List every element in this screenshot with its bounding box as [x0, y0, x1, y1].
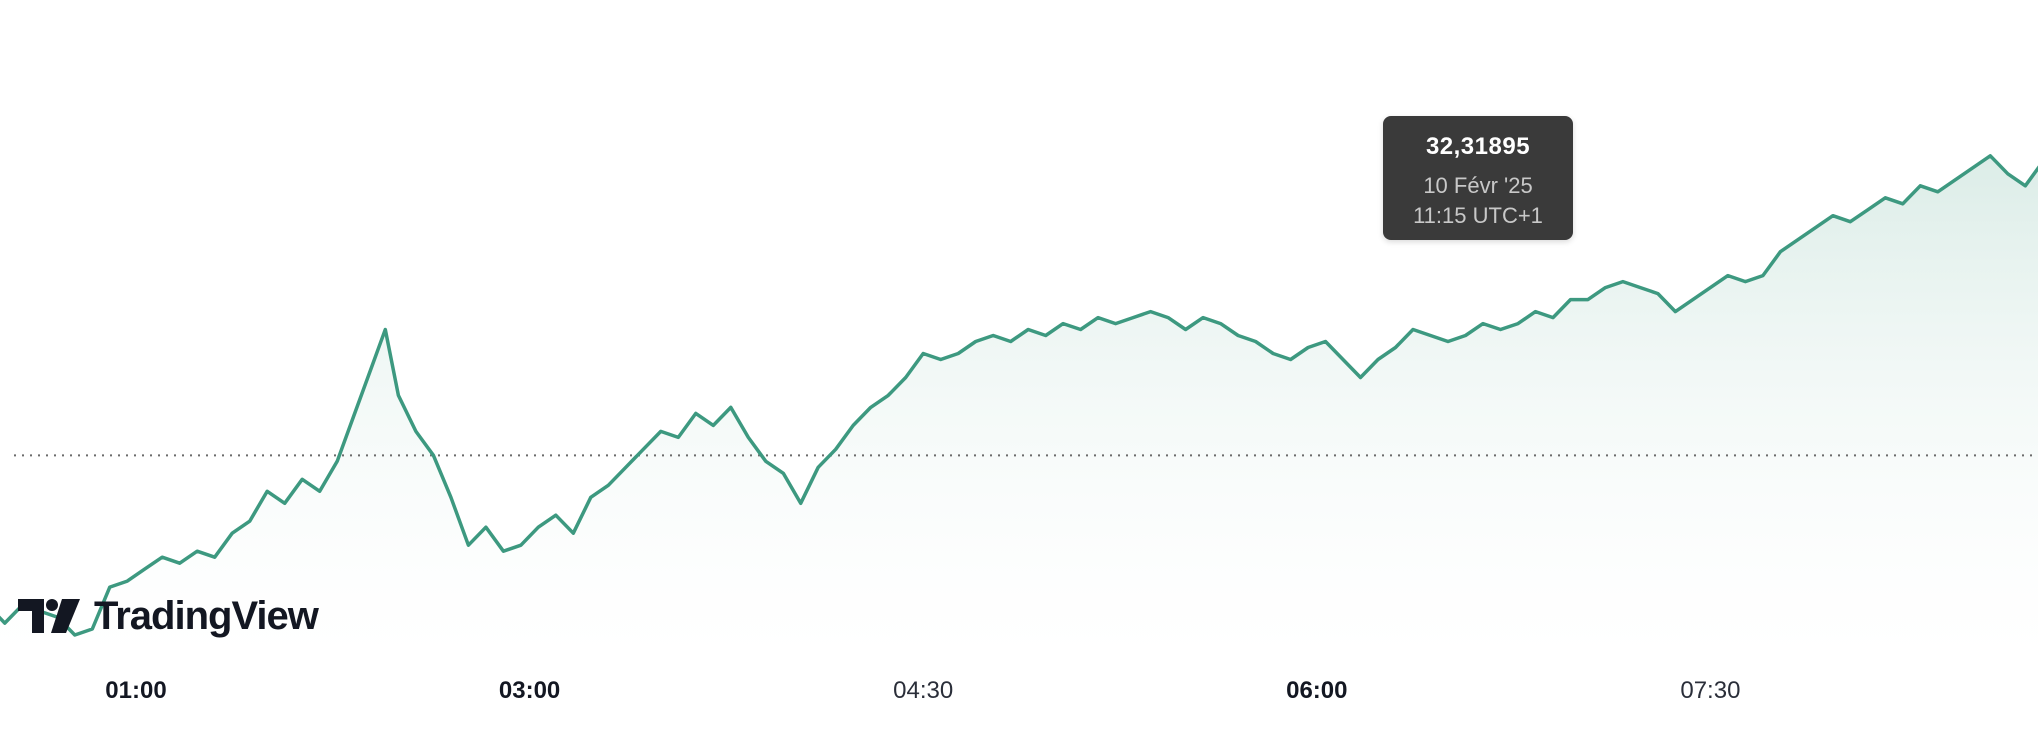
price-area-fill: [0, 155, 2038, 659]
x-axis-ticks: 01:0003:0004:3006:0007:3009:0010:3012:00…: [105, 677, 1740, 704]
x-tick-label: 03:00: [499, 677, 560, 704]
x-tick-label: 01:00: [105, 677, 166, 704]
price-tooltip: 32,31895 10 Févr '25 11:15 UTC+1: [1383, 116, 1573, 240]
x-tick-label: 06:00: [1286, 677, 1347, 704]
x-tick-label: 04:30: [893, 677, 953, 704]
price-line: [0, 154, 2038, 637]
x-tick-label: 07:30: [1680, 677, 1740, 704]
tradingview-logo-icon: [18, 599, 80, 633]
area-fill-layer: [0, 155, 2038, 659]
tradingview-logo[interactable]: TradingView: [18, 594, 319, 638]
tooltip-date: 10 Févr '25: [1423, 173, 1533, 198]
tooltip-price-value: 32,31895: [1425, 133, 1531, 160]
tradingview-logo-text: TradingView: [94, 594, 319, 638]
price-line-layer: [0, 154, 2038, 637]
tooltip-time: 11:15 UTC+1: [1413, 203, 1543, 228]
